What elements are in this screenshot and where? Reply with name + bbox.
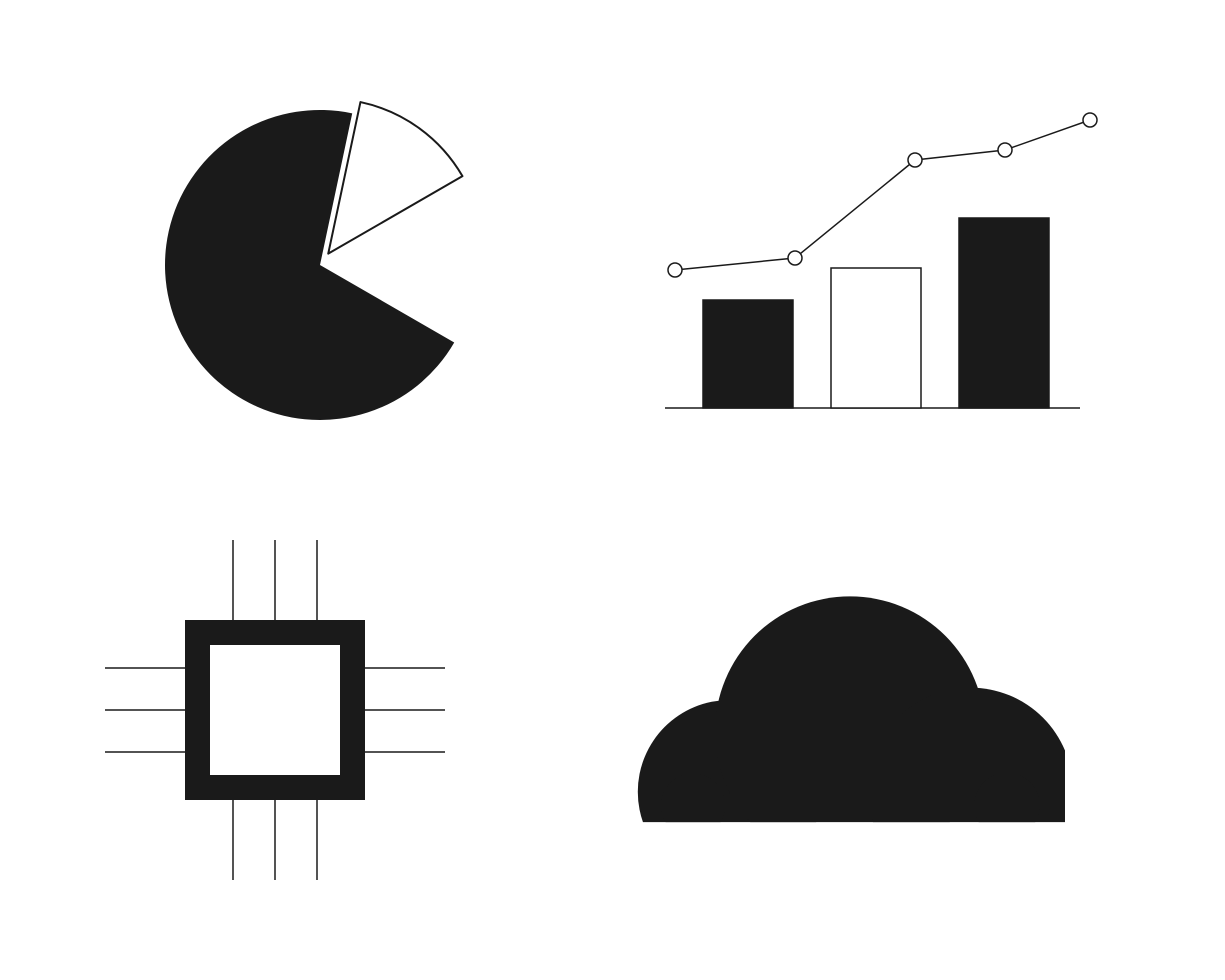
pie-chart-icon [155,100,485,430]
cpu-chip-icon [105,540,445,880]
bar-chart-icon [645,110,1100,430]
cloud-icon [635,595,1065,865]
